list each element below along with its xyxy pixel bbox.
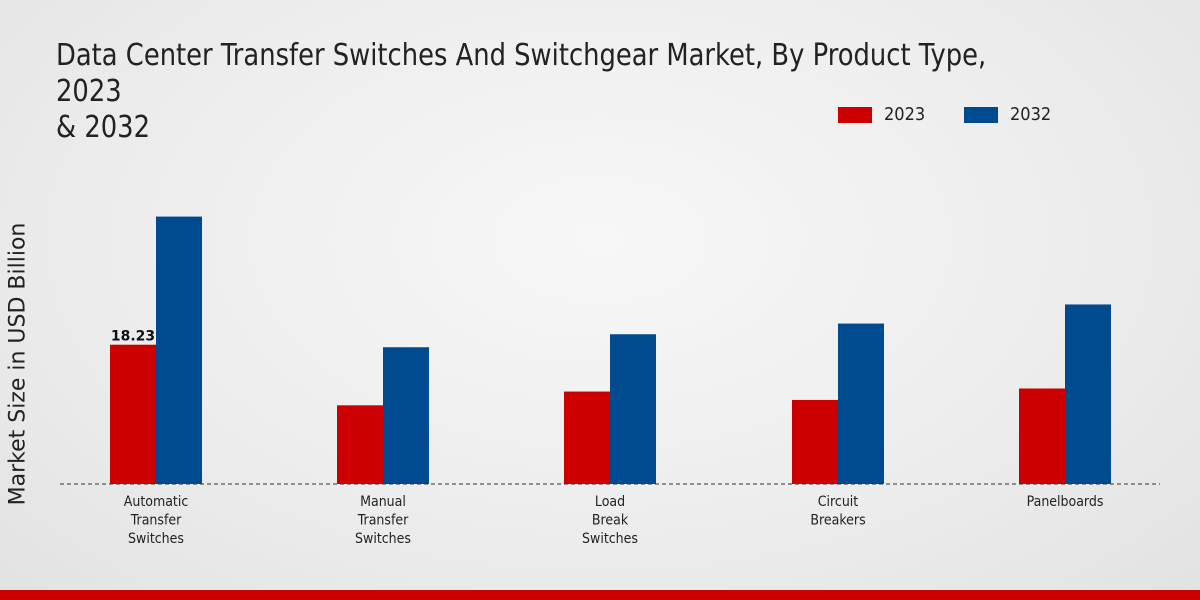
bar-2023-3 <box>792 399 838 484</box>
x-tick-label-2: Load Break Switches <box>582 494 638 547</box>
bar-2032-3 <box>838 323 884 484</box>
bar-2023-1 <box>337 405 383 484</box>
chart-title: Data Center Transfer Switches And Switch… <box>56 38 987 145</box>
bar-2023-2 <box>564 391 610 484</box>
x-tick-label-4: Panelboards <box>1027 494 1104 510</box>
legend: 2023 2032 <box>838 104 1090 125</box>
x-tick-label-1: Manual Transfer Switches <box>355 494 411 547</box>
bar-2032-0 <box>156 216 202 484</box>
x-tick-label-0: Automatic Transfer Switches <box>124 494 189 547</box>
legend-swatch-2023 <box>838 106 872 123</box>
legend-label-2032: 2032 <box>1009 104 1052 125</box>
bar-2023-0 <box>110 344 156 484</box>
bar-2023-4 <box>1019 388 1065 484</box>
x-tick-label-3: Circuit Breakers <box>810 494 865 528</box>
legend-item-2032: 2032 <box>963 104 1056 125</box>
footer-bar <box>0 590 1200 600</box>
bar-2032-4 <box>1065 304 1111 484</box>
legend-swatch-2032 <box>963 106 998 123</box>
bar-2032-2 <box>610 334 656 484</box>
legend-label-2023: 2023 <box>884 104 926 125</box>
legend-item-2023: 2023 <box>838 104 930 125</box>
data-label: 18.23 <box>111 329 155 345</box>
bar-2032-1 <box>383 347 429 484</box>
